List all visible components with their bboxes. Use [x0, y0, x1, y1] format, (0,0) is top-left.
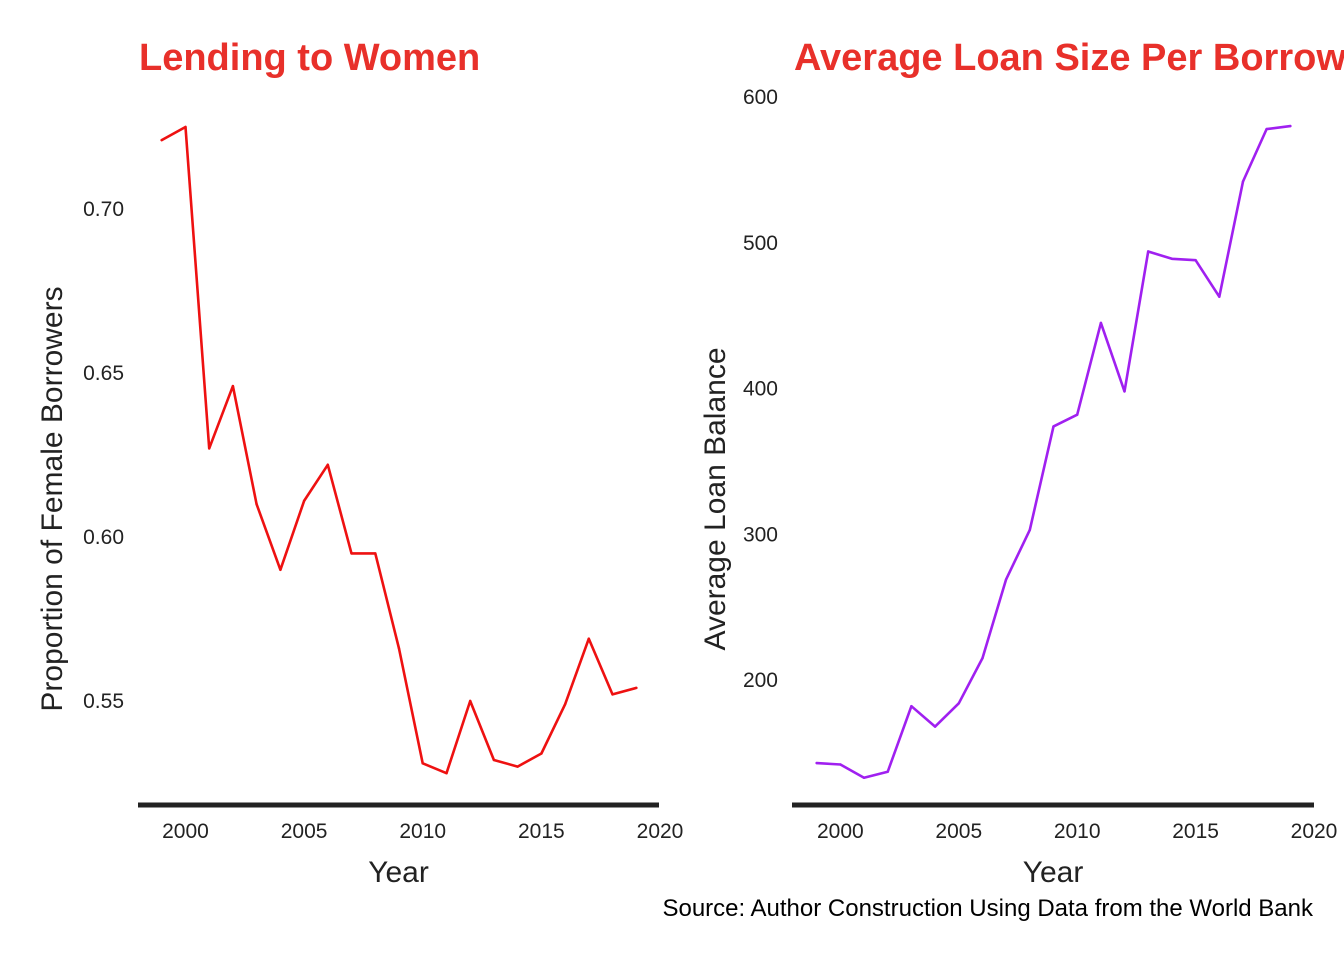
data-point [1004, 578, 1008, 581]
chart-panel-loan: Average Loan Size Per Borrower 200 300 400 5… [699, 37, 1344, 889]
x-tick-label: 2005 [935, 820, 982, 843]
data-point [492, 758, 496, 762]
data-point [255, 503, 258, 506]
data-point [421, 762, 424, 765]
data-point [1218, 295, 1221, 298]
x-axis-title: Year [368, 856, 429, 889]
data-point [839, 763, 842, 766]
data-point [933, 725, 937, 728]
y-tick-label: 0.65 [83, 362, 124, 385]
data-point [397, 647, 401, 650]
data-point [862, 776, 866, 779]
y-tick-label: 300 [743, 523, 778, 546]
x-tick-label: 2010 [399, 820, 446, 843]
data-point [208, 447, 211, 450]
data-point [563, 703, 567, 706]
series-line [815, 124, 1292, 780]
data-point [1052, 425, 1055, 428]
x-tick-label: 2005 [281, 820, 328, 843]
data-point [516, 765, 519, 768]
x-tick-label: 2020 [1291, 820, 1338, 843]
data-point [279, 568, 282, 571]
chart-title: Average Loan Size Per Borrower [794, 37, 1344, 79]
data-point [540, 752, 543, 755]
data-point [302, 499, 306, 503]
data-point [910, 705, 913, 708]
data-point [1265, 127, 1268, 131]
data-point [1147, 250, 1150, 253]
data-point [611, 693, 614, 696]
x-tick-label: 2000 [817, 820, 864, 843]
data-point [957, 702, 960, 705]
x-tick-label: 2015 [518, 820, 565, 843]
data-point [350, 552, 353, 555]
x-tick-label: 2015 [1172, 820, 1219, 843]
data-point [1123, 390, 1126, 393]
data-point [326, 463, 329, 466]
data-point [886, 770, 889, 773]
y-tick-label: 0.55 [83, 690, 124, 713]
y-tick-label: 500 [743, 232, 778, 255]
data-point [469, 699, 472, 703]
data-point [184, 125, 187, 129]
data-point [374, 552, 377, 555]
x-tick-label: 2000 [162, 820, 209, 843]
data-point [1076, 413, 1079, 416]
data-point [815, 761, 818, 765]
chart-title: Lending to Women [139, 37, 480, 79]
data-point [160, 138, 163, 142]
y-tick-label: 400 [743, 378, 778, 401]
x-axis-title: Year [1023, 856, 1084, 889]
y-tick-label: 0.60 [83, 526, 124, 549]
y-tick-label: 200 [743, 669, 778, 692]
y-tick-label: 0.70 [83, 198, 124, 221]
data-point [981, 656, 984, 660]
data-point [445, 772, 448, 775]
data-point [1170, 257, 1174, 260]
data-point [635, 686, 638, 690]
data-point [1028, 528, 1032, 532]
series-line [160, 125, 638, 775]
x-tick-label: 2020 [637, 820, 684, 843]
source-caption: Source: Author Construction Using Data f… [662, 895, 1314, 922]
data-point [1289, 124, 1292, 128]
data-point [1241, 180, 1245, 183]
x-tick-label: 2010 [1054, 820, 1101, 843]
data-point [1099, 321, 1103, 325]
data-point [231, 384, 235, 388]
data-point [587, 637, 590, 640]
y-tick-label: 600 [743, 86, 778, 109]
data-point [1194, 259, 1197, 262]
y-axis-title: Average Loan Balance [699, 347, 732, 650]
chart-panel-women: Lending to Women 0.55 0.60 0.65 0.70 Proporti… [36, 37, 683, 889]
y-axis-title: Proportion of Female Borrowers [36, 286, 69, 711]
